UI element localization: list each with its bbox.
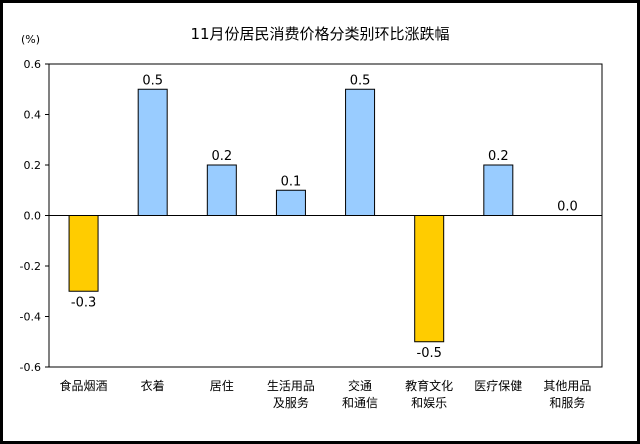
x-category-label: 其他用品 xyxy=(543,379,591,393)
chart-title: 11月份居民消费价格分类别环比涨跌幅 xyxy=(190,25,449,43)
x-category-label: 食品烟酒 xyxy=(60,378,108,393)
x-category-label: 医疗保健 xyxy=(474,379,522,393)
x-category-label: 交通 xyxy=(348,378,372,393)
bar-value-label: 0.0 xyxy=(557,200,578,215)
bar-value-label: -0.3 xyxy=(71,295,96,310)
bar xyxy=(414,215,445,343)
bar xyxy=(137,88,168,216)
x-category-label: 和娱乐 xyxy=(411,396,447,410)
bar-chart: 11月份居民消费价格分类别环比涨跌幅 (%) 0.60.40.20.0-0.2-… xyxy=(20,25,603,410)
x-category-label: 及服务 xyxy=(273,395,309,410)
bar xyxy=(345,88,376,216)
bar xyxy=(275,189,306,216)
chart-panel: 11月份居民消费价格分类别环比涨跌幅 (%) 0.6 0.4 0.2 0.0 -0.2-… xyxy=(3,3,637,441)
y-tick-label: -0.6 xyxy=(20,361,41,374)
y-tick-label: 0.4 xyxy=(24,109,42,122)
y-tick-label: -0.2 xyxy=(20,260,41,273)
y-axis-unit-label: (%) xyxy=(21,33,40,46)
x-category-label: 衣着 xyxy=(141,378,165,393)
bar-series: -0.3 0.5 0.2 0.1 0.5 -0.5 0.2 0.0 xyxy=(49,73,602,361)
x-category-label: 教育文化 xyxy=(405,378,453,393)
bar xyxy=(206,164,237,216)
bar-value-label: -0.5 xyxy=(417,346,442,361)
bar-value-label: 0.1 xyxy=(281,174,302,189)
y-axis: 0.6 0.4 0.2 0.0 -0.2 -0.4 -0.6 xyxy=(20,58,49,374)
bar xyxy=(68,215,99,292)
y-tick-label: 0.6 xyxy=(24,58,42,71)
bar-value-label: 0.5 xyxy=(350,73,371,88)
bar-value-label: 0.2 xyxy=(211,149,232,164)
y-tick-label: 0.0 xyxy=(24,210,42,223)
y-tick-label: -0.4 xyxy=(20,311,41,324)
bar xyxy=(483,164,514,216)
x-category-label: 和服务 xyxy=(549,395,585,410)
y-tick-label: 0.2 xyxy=(24,159,42,172)
x-category-label: 生活用品 xyxy=(267,379,315,393)
bar-value-label: 0.5 xyxy=(142,73,163,88)
x-category-label: 和通信 xyxy=(342,396,378,410)
x-category-label: 居住 xyxy=(210,379,234,393)
bar-value-label: 0.2 xyxy=(488,149,509,164)
